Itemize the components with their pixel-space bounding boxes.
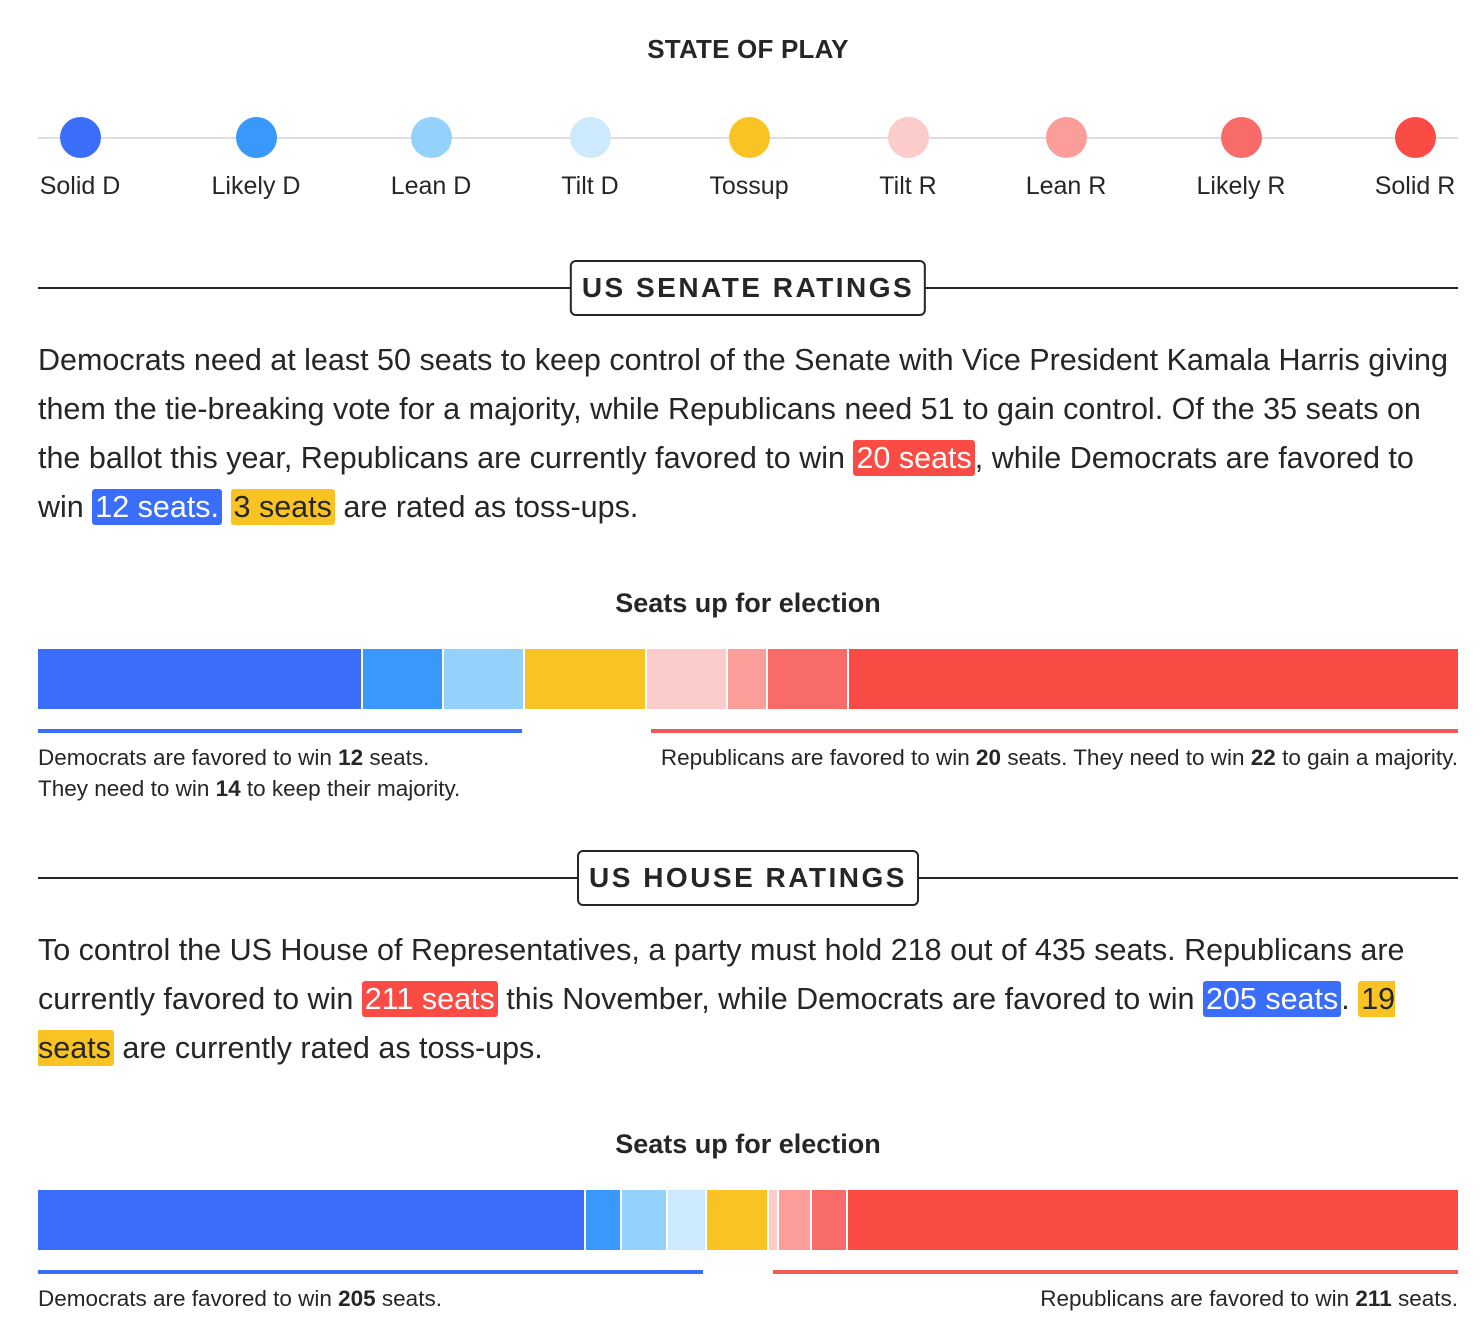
legend-dot (410, 117, 452, 158)
house-dem-underline (38, 1270, 703, 1274)
bar-segment-solid-d (38, 649, 363, 709)
legend-label: Lean D (390, 172, 472, 200)
legend-label: Lean R (1025, 172, 1107, 200)
bar-segment-likely-d (362, 649, 444, 709)
legend-item-solid-d: Solid D (0, 112, 160, 201)
note-number: 12 (338, 745, 364, 770)
note-text: They need to win (38, 776, 216, 801)
legend-dot (728, 117, 770, 158)
legend-label: Solid R (1374, 172, 1456, 200)
house-seats-bar (38, 1190, 1458, 1250)
bar-segment-tossup (524, 649, 647, 709)
senate-text-2: , while Democrats are favored to win (38, 441, 1414, 524)
note-number: 211 (1355, 1286, 1392, 1311)
senate-rep-note: Republicans are favored to win 20 seats.… (651, 742, 1458, 773)
note-text: Democrats are favored to win (38, 745, 339, 770)
senate-text-3 (222, 490, 230, 524)
legend-label: Solid D (39, 172, 121, 200)
senate-dem-note: Democrats are favored to win 12 seats. T… (38, 742, 598, 804)
house-bar-title: Seats up for election (615, 1129, 881, 1159)
legend-dot (59, 117, 101, 158)
house-text-3: . (1341, 982, 1359, 1016)
note-text: seats. They need to win (1001, 745, 1251, 770)
senate-section-header: US SENATE RATINGS (38, 260, 1458, 316)
house-section-header: US HOUSE RATINGS (38, 850, 1458, 906)
bar-segment-lean-d (622, 1190, 668, 1250)
senate-seats-bar (38, 649, 1458, 709)
state-of-play-title: STATE OF PLAY (647, 34, 849, 64)
legend-dot (1394, 117, 1436, 158)
legend-dot (569, 117, 611, 158)
legend-label: Likely R (1196, 172, 1286, 200)
note-number: 14 (215, 776, 241, 801)
bar-segment-lean-r (778, 1190, 812, 1250)
legend-item-tossup: Tossup (669, 112, 829, 201)
house-summary: To control the US House of Representativ… (38, 926, 1458, 1073)
note-number: 20 (976, 745, 1002, 770)
bar-segment-tilt-d (668, 1190, 708, 1250)
legend-item-lean-r: Lean R (986, 112, 1146, 201)
legend-dot (887, 117, 929, 158)
legend-item-tilt-r: Tilt R (828, 112, 988, 201)
bar-segment-tossup (707, 1190, 770, 1250)
legend-item-likely-r: Likely R (1161, 112, 1321, 201)
house-text-2: this November, while Democrats are favor… (497, 982, 1203, 1016)
note-text: Republicans are favored to win (660, 745, 977, 770)
senate-rep-underline (651, 729, 1458, 733)
note-text: seats. (1391, 1286, 1458, 1311)
note-text: Democrats are favored to win (38, 1286, 339, 1311)
legend-label: Tilt D (561, 172, 619, 200)
legend-item-solid-r: Solid R (1335, 112, 1484, 201)
senate-dem-underline (38, 729, 522, 733)
bar-segment-solid-r (849, 649, 1458, 709)
senate-toss-highlight: 3 seats (230, 489, 335, 525)
senate-text-1: Democrats need at least 50 seats to keep… (38, 343, 1448, 475)
legend-label: Tilt R (879, 172, 937, 200)
senate-summary: Democrats need at least 50 seats to keep… (38, 336, 1458, 532)
house-dem-note: Democrats are favored to win 205 seats. (38, 1283, 638, 1314)
house-rep-underline (773, 1270, 1458, 1274)
bar-segment-likely-d (586, 1190, 623, 1250)
senate-text-4: are rated as toss-ups. (334, 490, 639, 524)
note-number: 205 (338, 1286, 376, 1311)
house-text-4: are currently rated as toss-ups. (113, 1031, 543, 1065)
bar-segment-tilt-r (646, 649, 728, 709)
note-text: seats. (363, 745, 430, 770)
rating-legend: Solid D Likely D Lean D Tilt D Tossup Tilt R L… (38, 112, 1458, 212)
note-text: Republicans are favored to win (1040, 1286, 1356, 1311)
note-text: to gain a majority. (1275, 745, 1458, 770)
senate-bar-title: Seats up for election (615, 588, 881, 618)
bar-segment-likely-r (811, 1190, 848, 1250)
legend-item-likely-d: Likely D (176, 112, 336, 201)
legend-item-lean-d: Lean D (351, 112, 511, 201)
house-rep-note: Republicans are favored to win 211 seats… (773, 1283, 1458, 1314)
legend-label: Tossup (709, 172, 789, 200)
legend-dot (1220, 117, 1262, 158)
bar-segment-tilt-r (769, 1190, 779, 1250)
bar-segment-solid-d (38, 1190, 587, 1250)
bar-segment-lean-r (727, 649, 769, 709)
note-text: to keep their majority. (240, 776, 461, 801)
house-text-1: To control the US House of Representativ… (38, 933, 1405, 1016)
house-heading: US HOUSE RATINGS (577, 850, 919, 906)
senate-rep-highlight: 20 seats (853, 440, 975, 476)
bar-segment-likely-r (768, 649, 850, 709)
note-text: seats. (375, 1286, 442, 1311)
bar-segment-lean-d (443, 649, 525, 709)
senate-dem-highlight: 12 seats. (92, 489, 223, 525)
legend-item-tilt-d: Tilt D (510, 112, 670, 201)
senate-heading: US SENATE RATINGS (569, 260, 927, 316)
bar-segment-solid-r (847, 1190, 1458, 1250)
legend-label: Likely D (211, 172, 301, 200)
legend-dot (235, 117, 277, 158)
house-dem-highlight: 205 seats (1202, 981, 1342, 1017)
house-rep-highlight: 211 seats (361, 981, 498, 1017)
note-number: 22 (1250, 745, 1276, 770)
legend-dot (1045, 117, 1087, 158)
